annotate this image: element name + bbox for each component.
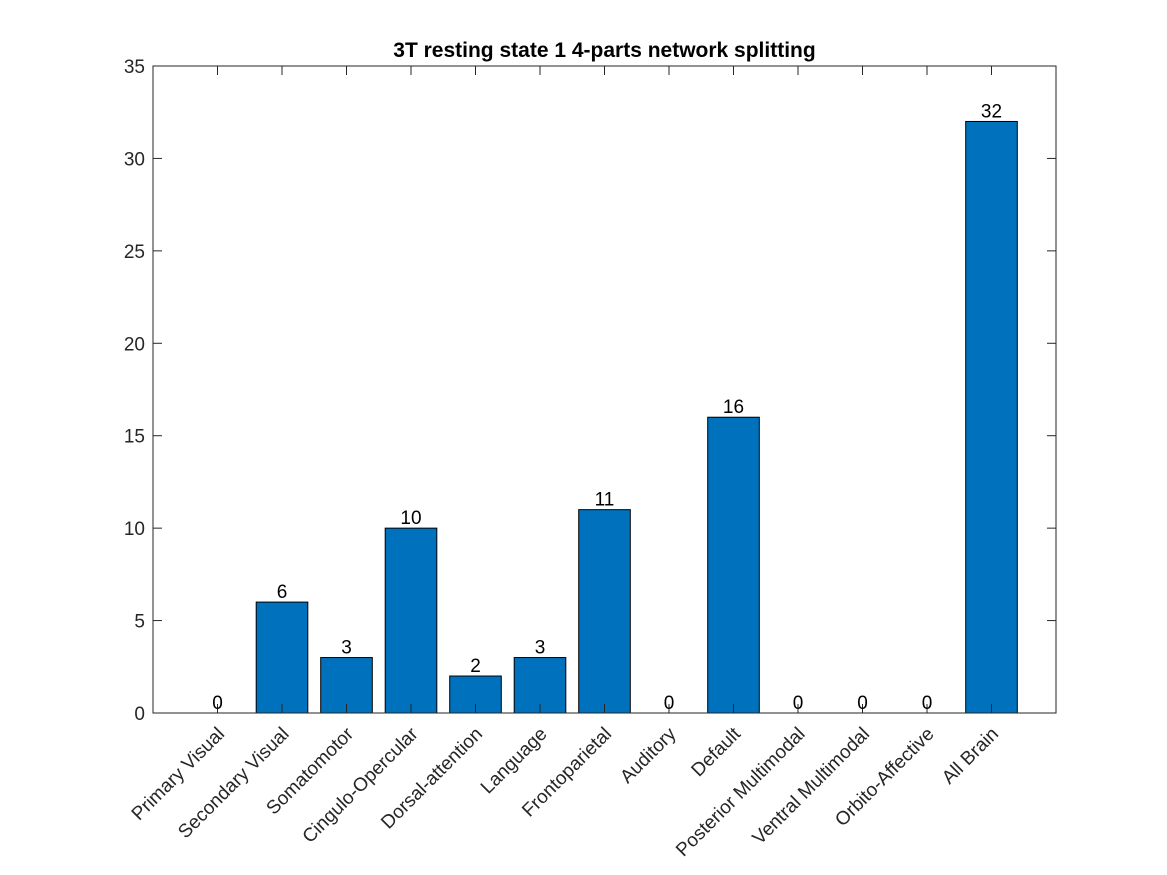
y-tick-label-7: 35: [124, 57, 145, 78]
data-label-10: 0: [857, 693, 868, 714]
data-label-11: 0: [922, 693, 933, 714]
x-category-label-3: Cingulo-Opercular: [299, 723, 423, 847]
y-tick-label-3: 15: [124, 427, 145, 448]
bar-6: [578, 509, 631, 714]
y-tick-label-0: 0: [134, 704, 145, 725]
data-label-4: 2: [470, 656, 481, 677]
x-category-label-7: Auditory: [616, 723, 680, 787]
bar-2: [320, 657, 373, 714]
data-label-7: 0: [664, 693, 675, 714]
y-tick-label-5: 25: [124, 242, 145, 263]
bar-1: [255, 601, 309, 714]
data-label-8: 16: [723, 397, 744, 418]
data-label-5: 3: [535, 638, 546, 659]
data-label-9: 0: [793, 693, 804, 714]
x-category-label-1: Secondary Visual: [174, 724, 293, 843]
bar-3: [384, 527, 438, 714]
bar-12: [965, 120, 1018, 714]
bar-5: [513, 657, 567, 714]
x-category-label-10: Ventral Multimodal: [749, 724, 874, 849]
chart-title: 3T resting state 1 4-parts network split…: [393, 39, 815, 62]
x-category-label-9: Posterior Multimodal: [672, 724, 809, 861]
bar-8: [707, 416, 760, 714]
y-tick-label-6: 30: [124, 149, 145, 170]
data-label-2: 3: [341, 638, 352, 659]
bars-group: [255, 120, 1018, 714]
data-label-3: 10: [400, 508, 421, 529]
y-tick-label-4: 20: [124, 334, 145, 355]
x-category-label-8: Default: [688, 723, 746, 781]
data-label-12: 32: [981, 101, 1002, 122]
data-label-0: 0: [212, 693, 223, 714]
y-tick-label-1: 5: [134, 612, 145, 633]
x-category-label-12: All Brain: [938, 724, 1003, 789]
data-label-6: 11: [595, 490, 615, 511]
y-tick-label-2: 10: [124, 519, 145, 540]
ticks-group: [153, 65, 1056, 714]
data-label-1: 6: [277, 582, 288, 603]
